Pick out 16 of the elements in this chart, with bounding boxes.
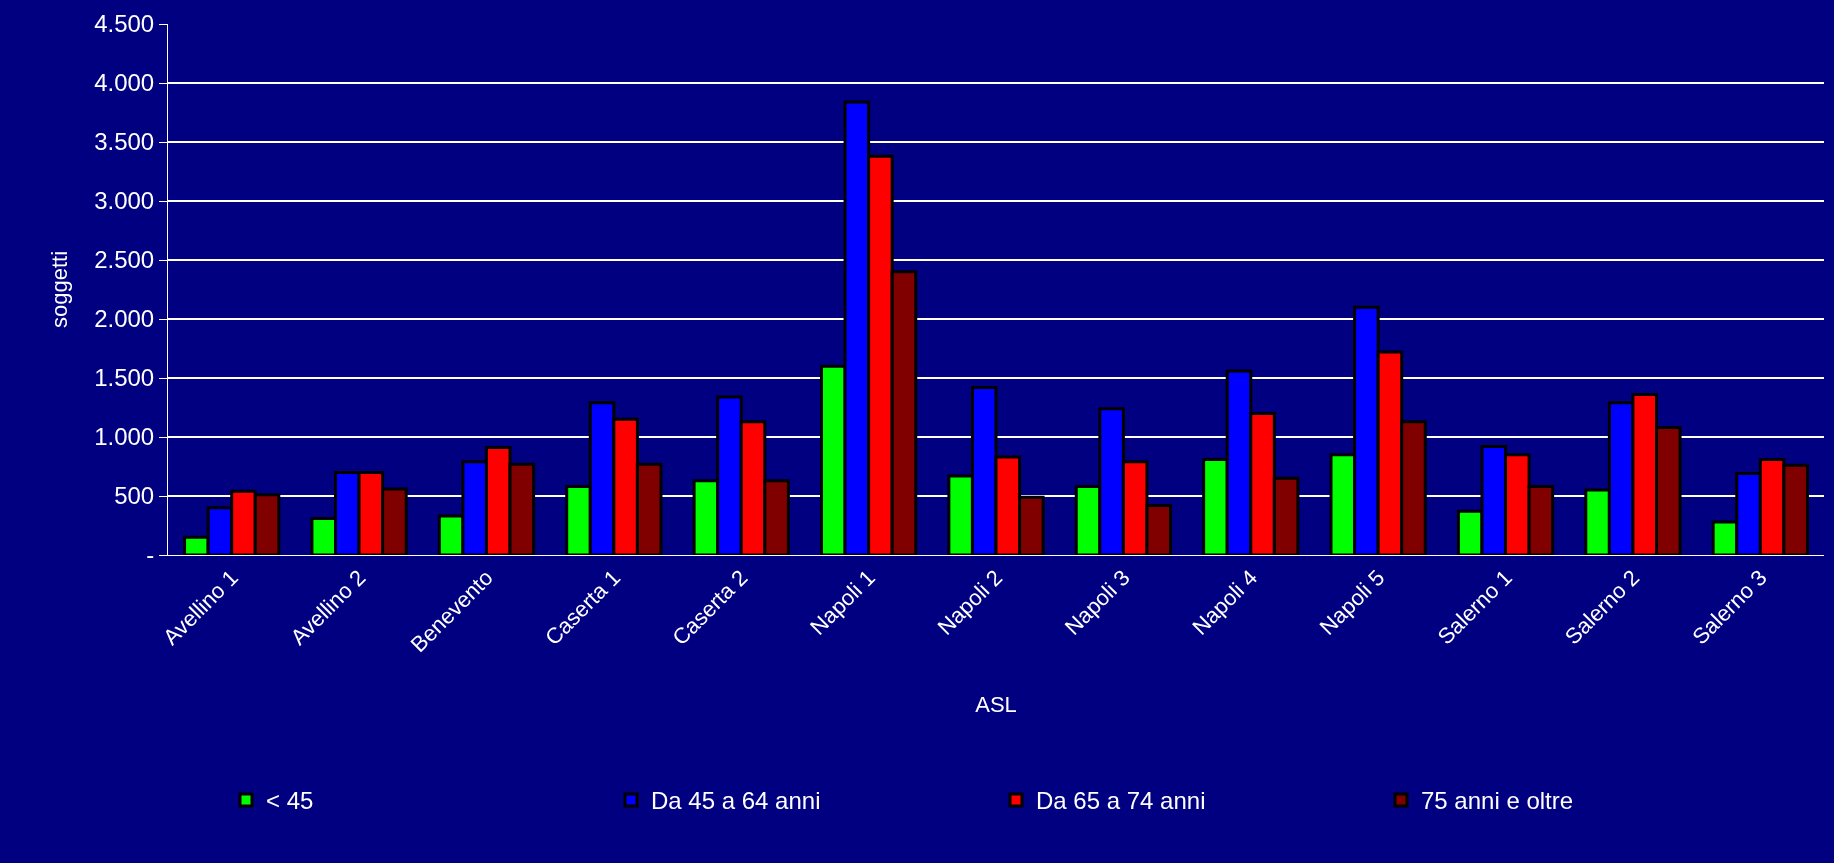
y-tick-label: 4.000 [94, 69, 155, 97]
y-tick-label: 4.500 [94, 10, 155, 38]
y-tick-label: 3.500 [94, 128, 155, 156]
y-tick-label: 1.500 [94, 364, 155, 392]
y-tick-label: 2.500 [94, 246, 155, 274]
y-tick-label: 2.000 [94, 305, 155, 333]
legend-label: Da 65 a 74 anni [1036, 787, 1206, 815]
legend-label: Da 45 a 64 anni [651, 787, 821, 815]
y-tick-label: 500 [114, 482, 155, 510]
y-axis-title: soggetti [46, 250, 72, 329]
y-tick-label: - [146, 541, 155, 569]
x-axis-title: ASL [975, 692, 1017, 717]
legend-label: 75 anni e oltre [1421, 787, 1574, 815]
y-tick-label: 3.000 [94, 187, 155, 215]
y-tick-label: 1.000 [94, 423, 155, 451]
legend-label: < 45 [266, 787, 314, 815]
